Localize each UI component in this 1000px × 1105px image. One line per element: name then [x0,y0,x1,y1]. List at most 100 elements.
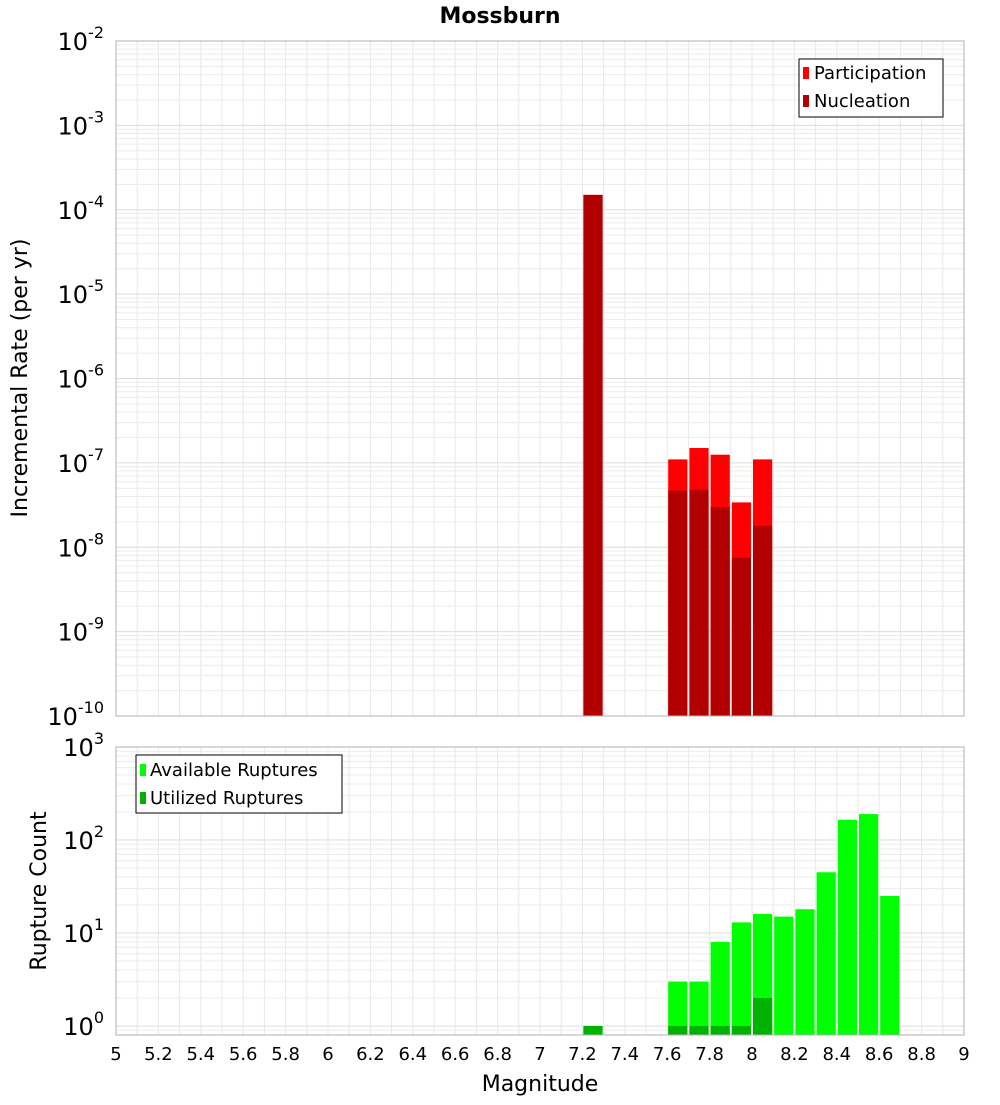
x-tick-label: 9 [958,1044,969,1065]
x-tick-label: 8.6 [865,1044,894,1065]
x-axis-label: Magnitude [482,1072,599,1097]
nucleation-bar [731,557,751,716]
utilized-bar [583,1025,603,1035]
x-tick-label: 5.8 [271,1044,300,1065]
top-y-tick-base: 10 [58,619,89,647]
top-legend-swatch [803,95,809,107]
top-y-tick-base: 10 [47,703,78,731]
top-y-tick-label: 10-7 [58,445,105,478]
bottom-legend: Available Ruptures Utilized Ruptures [135,754,343,814]
top-y-tick-label: 10-10 [47,698,104,731]
utilized-bar [731,1025,751,1035]
x-tick-label: 6 [322,1044,333,1065]
top-grid [115,40,965,717]
top-y-tick-base: 10 [58,534,89,562]
top-y-tick-label: 10-3 [58,107,105,140]
x-tick-label: 7.6 [653,1044,682,1065]
top-y-tick-base: 10 [58,366,89,394]
nucleation-bar [668,490,688,716]
bottom-legend-swatch [140,764,146,776]
top-y-tick-exponent: -5 [88,276,104,295]
x-tick-label: 5.4 [186,1044,215,1065]
nucleation-bar [583,194,603,716]
top-y-tick-label: 10-2 [58,23,105,56]
top-legend-label: Nucleation [814,91,910,112]
bottom-plot-frame [115,746,965,1036]
bottom-y-axis-label: Rupture Count [27,811,52,971]
x-tick-label: 7 [534,1044,545,1065]
bottom-y-tick-base: 10 [63,920,94,948]
top-y-tick-base: 10 [58,28,89,56]
top-legend-label: Participation [814,63,926,84]
x-tick-label: 8 [746,1044,757,1065]
top-y-tick-exponent: -6 [88,361,104,380]
x-tick-label: 6.4 [398,1044,427,1065]
x-tick-label: 5.6 [229,1044,258,1065]
x-tick-label: 6.8 [483,1044,512,1065]
top-y-tick-label: 10-5 [58,276,105,309]
bottom-y-tick-label: 101 [63,915,104,948]
nucleation-bar [753,525,773,716]
available-bar [731,922,751,1035]
utilized-bar [689,1025,709,1035]
top-y-tick-exponent: -7 [88,445,104,464]
bottom-y-tick-exponent: 1 [94,915,104,934]
bottom-y-tick-label: 102 [63,822,104,855]
top-y-tick-exponent: -9 [88,614,104,633]
x-tick-label: 5 [110,1044,121,1065]
bottom-legend-label: Available Ruptures [150,760,318,781]
bottom-legend-swatch [140,792,146,804]
utilized-bar [668,1025,688,1035]
top-y-tick-label: 10-4 [58,192,105,225]
x-tick-label: 7.2 [568,1044,597,1065]
available-bar [689,981,709,1035]
chart-title: Mossburn [439,4,560,29]
utilized-bar [753,997,773,1035]
top-legend: Participation Nucleation [798,58,944,118]
bottom-y-tick-base: 10 [63,827,94,855]
x-tick-label: 7.4 [610,1044,639,1065]
bottom-legend-box [135,754,343,814]
top-legend-swatch [803,67,809,79]
x-tick-label: 8.2 [780,1044,809,1065]
bottom-y-tick-exponent: 0 [94,1008,104,1027]
top-y-tick-exponent: -8 [88,529,104,548]
bottom-y-tick-exponent: 3 [94,729,104,748]
available-bar [816,872,836,1035]
top-y-tick-exponent: -2 [88,23,104,42]
bottom-y-tick-label: 100 [63,1008,104,1041]
x-tick-label: 7.8 [695,1044,724,1065]
available-bar [859,814,879,1035]
available-bar [880,895,900,1035]
top-y-tick-base: 10 [58,281,89,309]
x-tick-label: 8.4 [822,1044,851,1065]
top-y-tick-label: 10-6 [58,361,105,394]
top-y-tick-label: 10-9 [58,614,105,647]
top-y-tick-base: 10 [58,112,89,140]
top-legend-box [798,58,944,118]
x-tick-label: 6.6 [441,1044,470,1065]
bottom-y-tick-base: 10 [63,734,94,762]
top-y-tick-base: 10 [58,450,89,478]
top-y-tick-exponent: -4 [88,192,104,211]
top-y-tick-label: 10-8 [58,529,105,562]
nucleation-bar [710,506,730,716]
x-tick-label: 5.2 [144,1044,173,1065]
top-y-axis-label: Incremental Rate (per yr) [8,239,33,518]
top-y-tick-exponent: -10 [78,698,104,717]
bottom-legend-label: Utilized Ruptures [150,788,303,809]
bottom-y-tick-exponent: 2 [94,822,104,841]
top-y-tick-base: 10 [58,197,89,225]
nucleation-bar [689,489,709,716]
x-tick-label: 6.2 [356,1044,385,1065]
available-bar [795,909,815,1035]
top-y-tick-exponent: -3 [88,107,104,126]
bottom-y-tick-base: 10 [63,1013,94,1041]
top-plot-frame [115,40,965,717]
bottom-y-tick-label: 103 [63,729,104,762]
utilized-bar [710,1025,730,1035]
available-bar [668,981,688,1035]
available-bar [774,916,794,1035]
